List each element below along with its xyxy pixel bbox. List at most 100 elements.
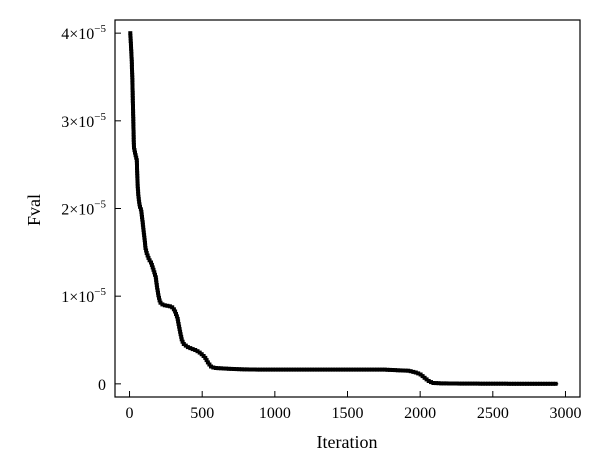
data-point-marker (356, 367, 361, 372)
data-point-marker (151, 267, 156, 272)
data-point-marker (330, 367, 335, 372)
data-point-marker (444, 381, 449, 386)
data-point-marker (504, 381, 509, 386)
data-point-marker (276, 367, 281, 372)
data-point-marker (167, 304, 172, 309)
data-point-marker (193, 348, 198, 352)
data-point-marker (268, 367, 273, 372)
data-point-marker (377, 367, 382, 372)
data-point-marker (237, 367, 242, 372)
data-point-marker (315, 367, 320, 372)
data-point-marker (501, 381, 506, 386)
data-point-marker (226, 366, 231, 371)
data-point-marker (369, 367, 374, 372)
series-line (129, 33, 559, 385)
data-point-marker (131, 129, 136, 134)
data-point-marker (411, 369, 416, 374)
data-point-marker (183, 343, 188, 348)
data-point-marker (452, 381, 457, 386)
data-point-marker (130, 78, 135, 82)
data-point-marker (165, 303, 170, 308)
data-point-marker (160, 302, 165, 307)
data-point-marker (247, 367, 252, 372)
data-point-marker (234, 367, 239, 372)
data-point-marker (343, 367, 348, 372)
data-point-marker (154, 280, 159, 285)
data-point-marker (429, 380, 433, 385)
data-point-marker (211, 365, 216, 370)
data-point-marker (135, 176, 140, 181)
data-point-marker (465, 381, 470, 386)
y-tick-mantissa: 3×10 (61, 114, 94, 131)
data-point-marker (133, 150, 137, 155)
x-tick-label: 1000 (259, 405, 291, 422)
data-point-marker (530, 381, 535, 386)
data-point-marker (130, 98, 135, 103)
data-point-marker (150, 265, 155, 270)
data-point-marker (408, 369, 413, 374)
data-point-marker (219, 366, 223, 371)
data-point-marker (142, 238, 147, 243)
x-tick-label: 1500 (332, 405, 364, 422)
data-point-marker (134, 158, 139, 163)
data-point-marker (434, 381, 438, 386)
data-point-marker (289, 367, 294, 372)
data-point-marker (131, 122, 136, 127)
data-point-marker (135, 168, 140, 173)
data-point-marker (135, 163, 139, 168)
data-point-marker (177, 327, 182, 332)
data-point-marker (130, 90, 135, 95)
data-point-marker (135, 173, 140, 178)
data-point-marker (130, 83, 135, 88)
data-point-marker (413, 370, 418, 375)
data-point-marker (367, 367, 372, 372)
data-point-marker (548, 381, 553, 386)
data-point-marker (142, 235, 147, 240)
data-point-marker (195, 349, 200, 354)
data-point-marker (138, 207, 143, 212)
data-point-marker (416, 371, 421, 376)
data-point-marker (522, 381, 527, 386)
data-point-marker (129, 49, 134, 54)
data-point-marker (338, 367, 343, 372)
x-tick-label: 0 (126, 405, 134, 422)
data-point-marker (304, 367, 309, 372)
data-point-marker (480, 381, 485, 386)
data-point-marker (239, 367, 244, 372)
data-point-marker (362, 367, 366, 372)
data-point-marker (203, 355, 208, 360)
data-point-marker (517, 381, 522, 386)
data-point-marker (216, 366, 221, 371)
data-point-marker (401, 368, 405, 373)
data-point-marker (131, 137, 136, 142)
data-point-marker (141, 225, 146, 230)
data-point-marker (209, 364, 213, 369)
data-point-marker (224, 366, 229, 371)
data-point-marker (439, 381, 444, 386)
data-point-marker (135, 184, 140, 189)
data-point-marker (525, 381, 529, 386)
data-point-marker (138, 204, 142, 209)
data-point-marker (398, 368, 403, 373)
data-point-marker (155, 288, 160, 293)
data-point-marker (323, 367, 327, 372)
y-tick-mantissa: 4×10 (61, 26, 94, 43)
y-tick-exponent: −5 (94, 23, 106, 35)
data-point-marker (213, 366, 218, 370)
data-point-marker (176, 322, 181, 326)
data-point-marker (130, 93, 135, 98)
data-point-marker (493, 381, 498, 386)
data-point-marker (130, 101, 135, 106)
data-point-marker (131, 124, 136, 129)
data-point-marker (128, 39, 133, 43)
data-point-marker (144, 248, 149, 253)
data-point-marker (129, 59, 134, 64)
data-point-marker (467, 381, 472, 386)
data-point-marker (131, 111, 136, 116)
data-point-marker (140, 217, 145, 222)
data-point-marker (134, 160, 139, 165)
data-point-marker (131, 106, 135, 111)
data-point-marker (130, 67, 134, 72)
data-point-marker (291, 367, 296, 372)
